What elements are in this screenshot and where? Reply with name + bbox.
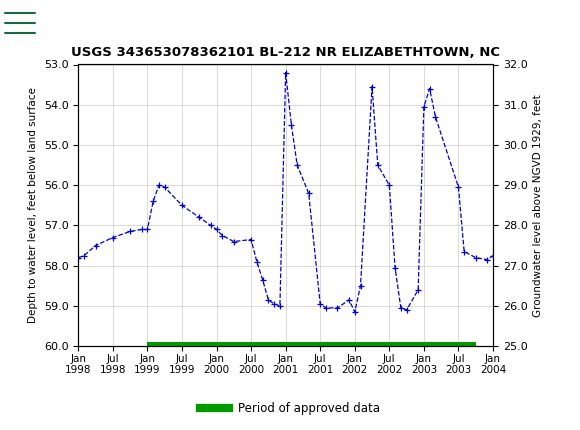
- Y-axis label: Depth to water level, feet below land surface: Depth to water level, feet below land su…: [28, 87, 38, 323]
- Legend: Period of approved data: Period of approved data: [195, 397, 385, 420]
- FancyBboxPatch shape: [3, 3, 78, 42]
- Y-axis label: Groundwater level above NGVD 1929, feet: Groundwater level above NGVD 1929, feet: [533, 94, 543, 317]
- Text: USGS: USGS: [39, 14, 90, 31]
- Title: USGS 343653078362101 BL-212 NR ELIZABETHTOWN, NC: USGS 343653078362101 BL-212 NR ELIZABETH…: [71, 46, 500, 59]
- Bar: [147, 342, 476, 350]
